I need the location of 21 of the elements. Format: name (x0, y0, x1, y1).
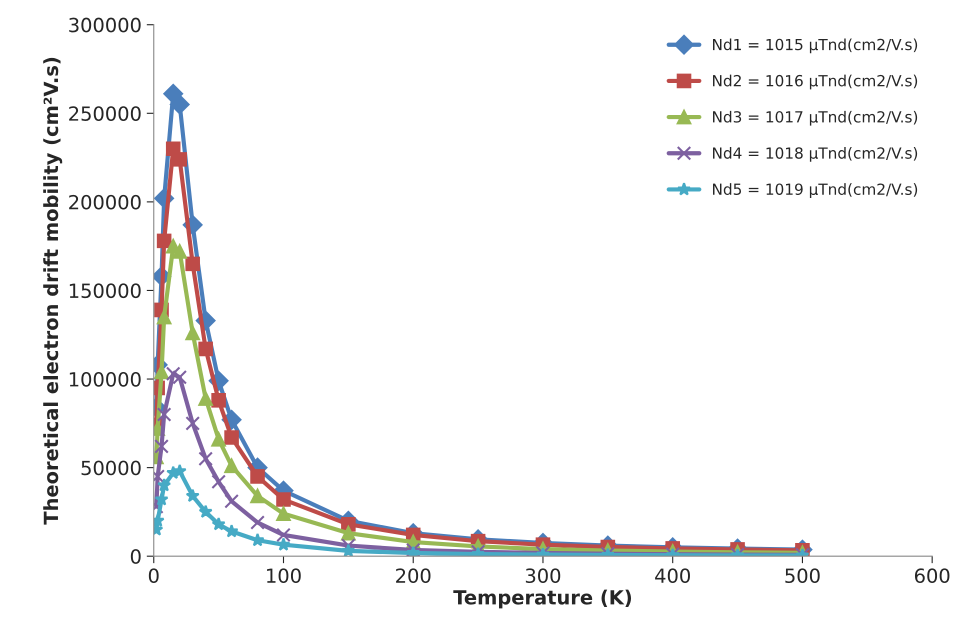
x-axis-title: Temperature (K) (453, 590, 632, 608)
x-tick-label: 300 (526, 568, 560, 584)
x-tick-label: 200 (396, 568, 430, 584)
y-tick-label: 50000 (82, 460, 141, 476)
y-tick-label: 150000 (70, 283, 141, 298)
y-tick-label: 250000 (69, 106, 141, 121)
y-tick-label: 100000 (70, 372, 141, 387)
y-axis-title: Theoretical electron drift mobility (cm²V.s) (43, 58, 62, 525)
y-tick-label: 300000 (69, 18, 141, 32)
legend-label: Nd3 = 1017 µTnd(cm2/V.s) (713, 110, 918, 126)
x-tick-label: 0 (148, 568, 159, 584)
legend-label: Nd1 = 1015 µTnd(cm2/V.s) (713, 38, 918, 54)
legend-label: Nd4 = 1018 µTnd(cm2/V.s) (713, 146, 918, 162)
legend-label: Nd2 = 1016 µTnd(cm2/V.s) (713, 74, 918, 90)
x-tick-label: 600 (914, 568, 950, 584)
x-tick-label: 400 (655, 568, 690, 584)
y-tick-label: 200000 (69, 194, 141, 210)
legend-label: Nd5 = 1019 µTnd(cm2/V.s) (713, 183, 918, 198)
y-tick-label: 0 (130, 549, 141, 564)
x-tick-label: 100 (267, 568, 301, 584)
x-tick-label: 500 (785, 568, 820, 584)
